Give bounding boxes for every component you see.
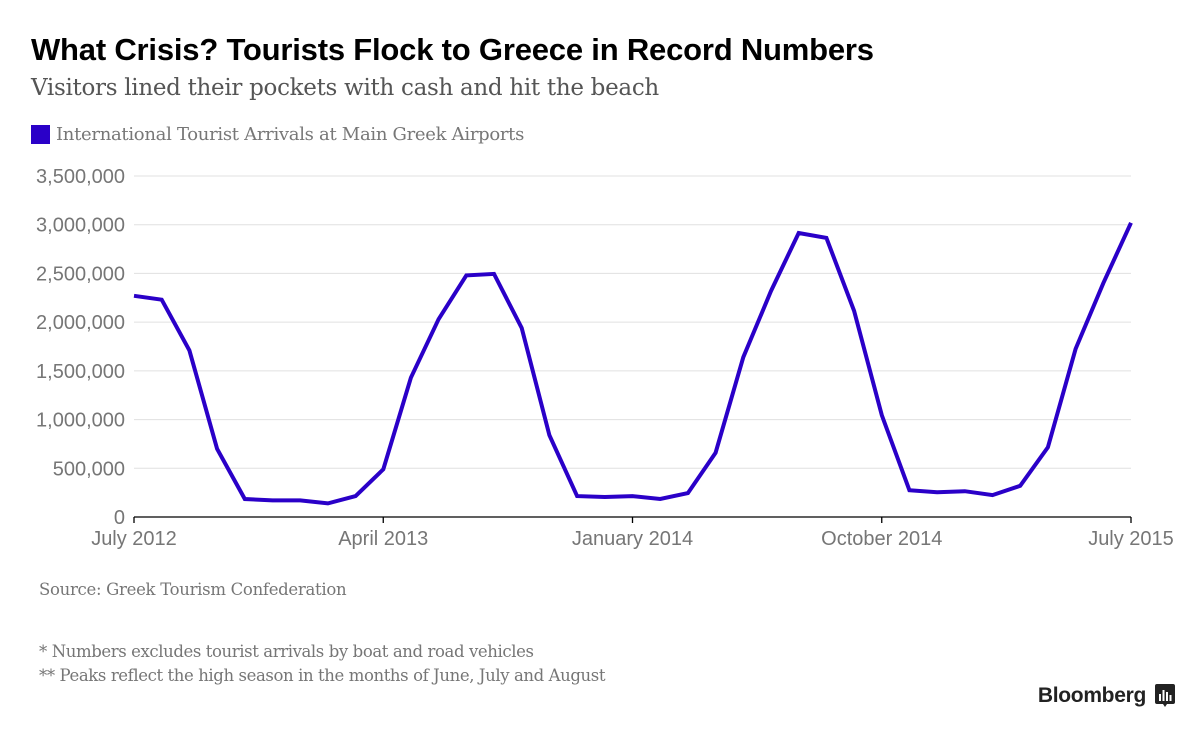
x-tick-label: October 2014 — [821, 528, 942, 550]
legend: International Tourist Arrivals at Main G… — [31, 124, 524, 145]
x-tick-label: January 2014 — [572, 528, 693, 550]
footnote-1: * Numbers excludes tourist arrivals by b… — [39, 642, 534, 661]
legend-swatch — [31, 125, 50, 144]
x-tick-label: July 2015 — [1088, 528, 1174, 550]
x-tick-label: July 2012 — [91, 528, 177, 550]
y-tick-label: 2,000,000 — [36, 312, 125, 334]
legend-label: International Tourist Arrivals at Main G… — [56, 124, 525, 145]
y-tick-label: 1,000,000 — [36, 410, 125, 432]
series-line-tourist-arrivals — [133, 221, 1133, 506]
y-axis: 0 500,000 1,000,000 1,500,000 2,000,000 2,500… — [36, 166, 125, 529]
series-layer — [133, 221, 1133, 506]
gridlines — [134, 175, 1131, 469]
y-tick-label: 2,500,000 — [36, 263, 125, 285]
y-tick-label: 3,500,000 — [36, 166, 125, 188]
source-note: Source: Greek Tourism Confederation — [39, 580, 347, 599]
bloomberg-chart-icon — [1155, 684, 1175, 707]
y-tick-label: 500,000 — [53, 458, 125, 480]
bloomberg-logo-text: Bloomberg — [1037, 684, 1146, 707]
y-tick-label: 1,500,000 — [36, 361, 125, 383]
y-tick-label: 3,000,000 — [36, 215, 125, 237]
chart-subtitle: Visitors lined their pockets with cash a… — [31, 75, 659, 101]
x-tick-label: April 2013 — [338, 528, 428, 550]
chart-title: What Crisis? Tourists Flock to Greece in… — [31, 32, 874, 67]
brand: Bloomberg — [1038, 684, 1175, 708]
x-axis: July 2012 April 2013 January 2014 October 2… — [91, 516, 1174, 550]
y-tick-label: 0 — [114, 507, 125, 529]
footnote-2: ** Peaks reflect the high season in the … — [39, 666, 606, 685]
